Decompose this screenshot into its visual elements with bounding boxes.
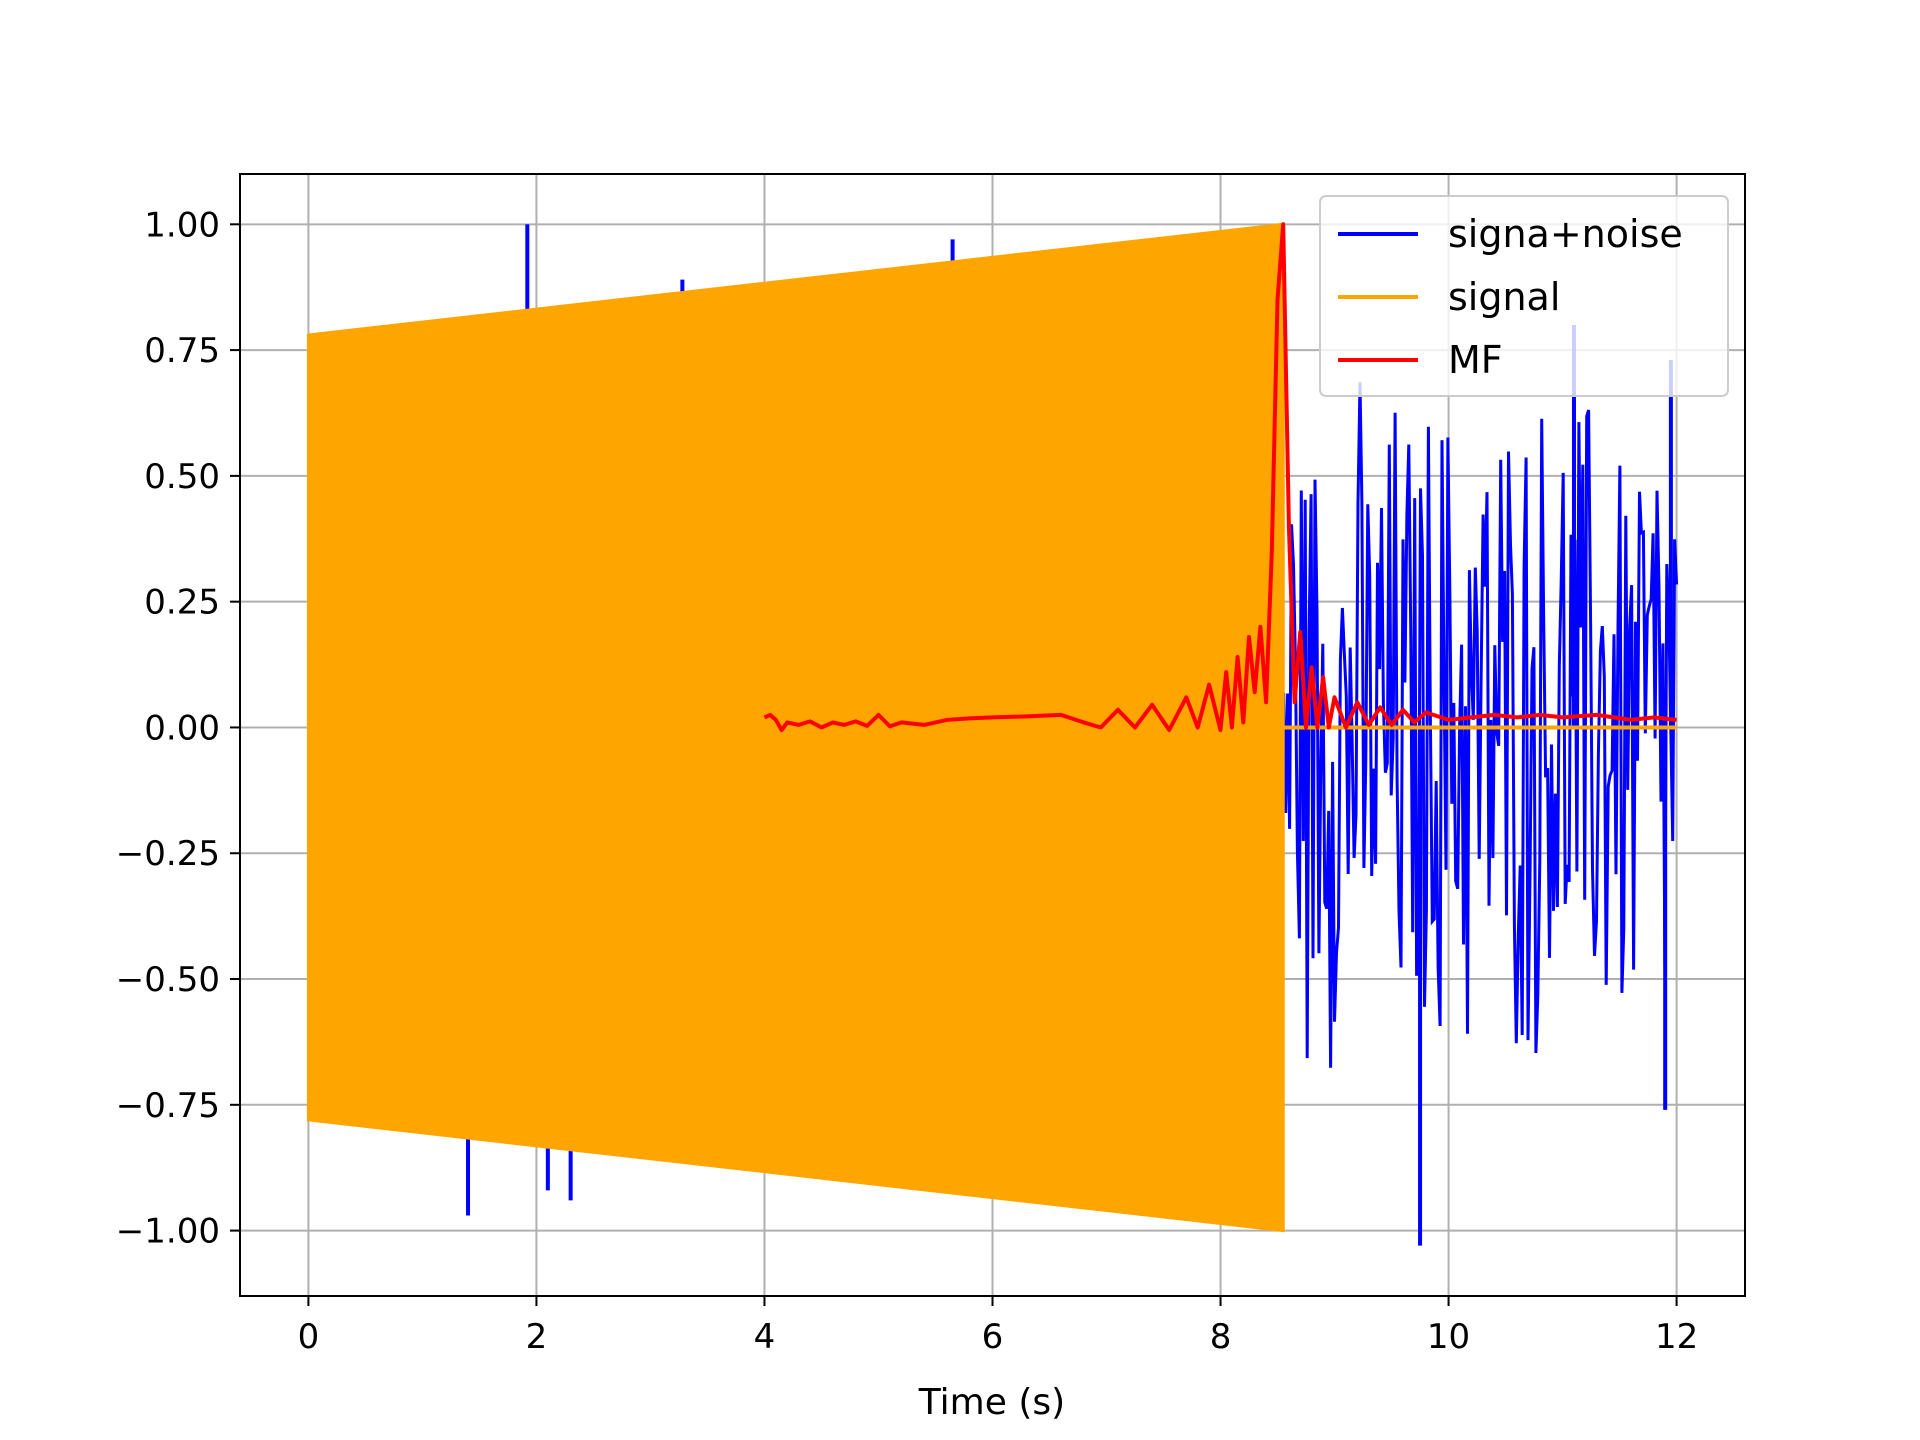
x-axis-label: Time (s) [918,1382,1065,1423]
legend: signa+noise signal MF [1320,196,1728,396]
x-tick-label: 4 [754,1317,776,1357]
y-tick-label: 0.25 [144,583,220,623]
x-tick-label: 2 [526,1317,548,1357]
x-tick-label: 6 [982,1317,1004,1357]
y-tick-label: 1.00 [144,205,220,245]
y-tick-label: −0.50 [116,960,220,1000]
legend-label: signa+noise [1448,212,1683,256]
y-tick-label: 0.75 [144,331,220,371]
y-tick-label: 0.00 [144,708,220,748]
x-tick-label: 0 [298,1317,320,1357]
x-tick-label: 8 [1210,1317,1232,1357]
y-tick-label: 0.50 [144,457,220,497]
legend-label: MF [1448,338,1503,382]
legend-label: signal [1448,275,1560,319]
y-tick-label: −1.00 [116,1212,220,1252]
y-tick-label: −0.75 [116,1086,220,1126]
y-tick-label: −0.25 [116,834,220,874]
x-tick-label: 12 [1655,1317,1698,1357]
x-tick-label: 10 [1427,1317,1470,1357]
